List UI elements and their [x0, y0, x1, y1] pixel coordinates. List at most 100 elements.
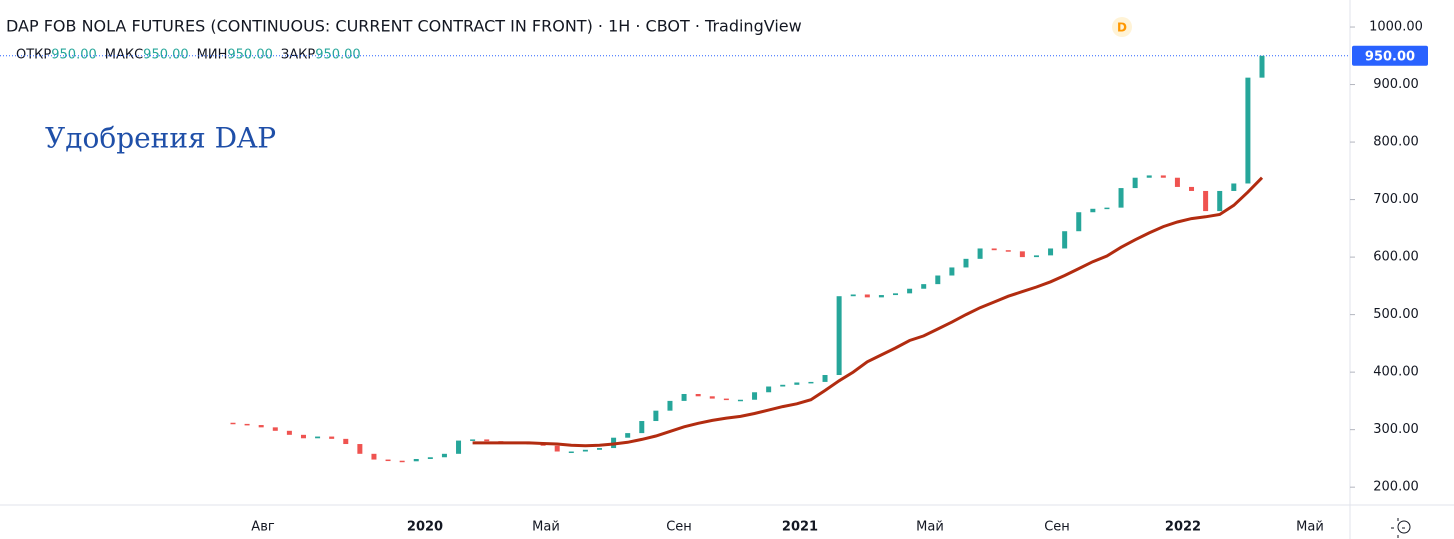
candle-body [1132, 177, 1138, 189]
candle-body [582, 449, 588, 452]
candle-body [737, 399, 743, 402]
x-tick-label: Май [1296, 520, 1324, 535]
candle-body [1189, 186, 1195, 191]
candle-body [1146, 175, 1152, 178]
candle-body [441, 453, 447, 458]
ohlc-value: 950.00 [143, 48, 189, 63]
y-tick-label: 500.00 [1373, 307, 1419, 322]
candle-body [963, 258, 969, 268]
candle-body [1217, 190, 1223, 212]
candle-body [244, 423, 250, 426]
candle-body [1174, 177, 1180, 187]
y-tick-label: 700.00 [1373, 192, 1419, 207]
candle-body [315, 436, 321, 439]
ohlc-value: 950.00 [51, 48, 97, 63]
candle-body [695, 393, 701, 397]
candle-body [427, 457, 433, 459]
y-tick-label: 900.00 [1373, 77, 1419, 92]
candle-body [1259, 55, 1265, 78]
candle-body [639, 421, 645, 434]
candle-body [413, 458, 419, 462]
candle-body [230, 422, 236, 425]
x-tick-label: Авг [251, 520, 275, 535]
candle-body [921, 284, 927, 289]
candle-body [850, 294, 856, 297]
candle-body [1033, 255, 1039, 258]
ohlc-label: ОТКР [16, 48, 51, 63]
candle-body [456, 440, 462, 454]
candle-body [1231, 183, 1237, 191]
candle-body [723, 398, 729, 401]
candle-body [554, 445, 560, 452]
candle-body [780, 384, 786, 387]
candle-body [893, 293, 899, 296]
candle-body [286, 430, 292, 435]
candle-body [329, 436, 335, 439]
candle-body [1062, 231, 1068, 249]
candle-body [343, 438, 349, 445]
y-tick-label: 400.00 [1373, 365, 1419, 380]
candle-body [878, 295, 884, 298]
candle-body [935, 275, 941, 285]
candle-body [1160, 175, 1166, 178]
badge: D [1117, 21, 1127, 35]
x-tick-label: 2020 [407, 520, 443, 535]
candle-body [977, 248, 983, 259]
y-tick-label: 600.00 [1373, 250, 1419, 265]
candle-body [907, 288, 913, 294]
candle-body [272, 427, 278, 431]
candle-body [752, 392, 758, 400]
candle-body [385, 459, 391, 462]
candle-body [470, 439, 476, 441]
candle-body [1090, 208, 1096, 213]
y-tick-label: 1000.00 [1369, 20, 1423, 35]
annotation: Удобрения DAP [45, 122, 276, 155]
candle-body [258, 425, 264, 428]
candle-body [766, 386, 772, 393]
candle-body [653, 410, 659, 422]
candle-body [300, 434, 306, 439]
settings-icon-ring[interactable] [1397, 520, 1411, 534]
x-tick-label: 2021 [782, 520, 818, 535]
candle-body [1019, 251, 1025, 258]
y-tick-label: 800.00 [1373, 135, 1419, 150]
y-tick-label: 300.00 [1373, 422, 1419, 437]
moving-average [472, 176, 1264, 448]
candle-body [822, 375, 828, 382]
ohlc-value: 950.00 [315, 48, 361, 63]
chart-title: DAP FOB NOLA FUTURES (CONTINUOUS: CURREN… [6, 17, 802, 36]
badge-bg [1112, 17, 1132, 37]
candle-body [1076, 212, 1082, 232]
last-price-label: 950.00 [1365, 49, 1415, 64]
x-tick-label: Сен [1044, 520, 1070, 535]
settings-icon[interactable] [1391, 518, 1405, 538]
candle-body [484, 439, 490, 442]
candle-body [568, 451, 574, 454]
candle-body [1245, 77, 1251, 184]
candle-body [991, 248, 997, 251]
ohlc-label: МИН [197, 48, 228, 63]
candle-body [625, 433, 631, 438]
x-tick-label: Сен [666, 520, 692, 535]
ohlc-label: МАКС [105, 48, 143, 63]
candle-body [1048, 248, 1054, 256]
candle-body [681, 393, 687, 401]
candle-body [1104, 207, 1110, 210]
candle-body [949, 267, 955, 276]
candle-body [371, 453, 377, 460]
candle-body [596, 448, 602, 450]
candle-body [667, 400, 673, 411]
candle-body [864, 294, 870, 298]
x-tick-label: 2022 [1165, 520, 1201, 535]
y-tick-label: 200.00 [1373, 480, 1419, 495]
candle-body [794, 382, 800, 385]
candle-body [709, 396, 715, 399]
candle-body [1118, 188, 1124, 208]
x-tick-label: Май [916, 520, 944, 535]
candle-body [1005, 250, 1011, 252]
candle-body [399, 460, 405, 463]
x-tick-label: Май [532, 520, 560, 535]
